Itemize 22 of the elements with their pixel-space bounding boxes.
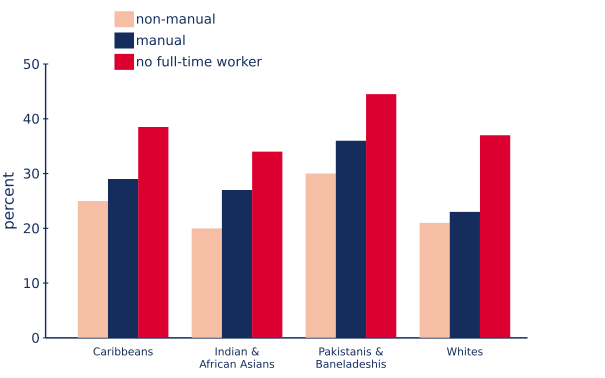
bar — [480, 135, 510, 338]
bar — [306, 174, 336, 338]
x-tick-label: Pakistanis & Baneladeshis — [316, 347, 386, 368]
y-tick-label: 50 — [24, 59, 39, 70]
bar — [366, 94, 396, 338]
y-tick-label: 10 — [24, 278, 39, 288]
x-tick-label: Caribbeans — [94, 347, 153, 356]
y-tick-label: 30 — [24, 168, 39, 179]
legend-label: no full-time worker — [137, 56, 262, 67]
bar — [420, 222, 450, 338]
legend-label: non-manual — [137, 14, 214, 24]
bar — [78, 201, 108, 338]
bar — [252, 152, 282, 338]
bar — [138, 127, 168, 338]
legend-label: manual — [137, 34, 185, 46]
y-tick-label: 20 — [24, 223, 39, 234]
x-tick-label: Indian & African Asians — [199, 347, 274, 368]
y-tick-label: 40 — [23, 114, 39, 124]
y-tick-label: 0 — [32, 332, 39, 343]
x-tick-label: Whites — [446, 347, 483, 356]
bar — [192, 228, 222, 338]
y-axis-title: percent — [2, 172, 17, 229]
